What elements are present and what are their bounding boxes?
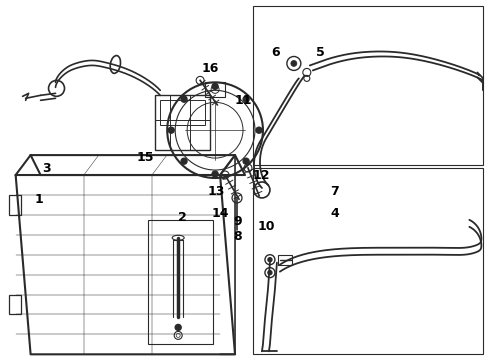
Bar <box>277 255 291 265</box>
Circle shape <box>168 127 174 133</box>
Bar <box>155 95 210 150</box>
Text: 1: 1 <box>34 193 43 206</box>
Circle shape <box>212 84 218 89</box>
Text: 8: 8 <box>233 230 242 243</box>
Circle shape <box>181 96 187 102</box>
Text: 14: 14 <box>211 207 228 220</box>
Circle shape <box>255 127 262 133</box>
Text: 6: 6 <box>271 46 280 59</box>
Circle shape <box>243 158 248 164</box>
Text: 15: 15 <box>136 150 154 163</box>
Text: 10: 10 <box>257 220 274 233</box>
Text: 7: 7 <box>330 185 338 198</box>
Circle shape <box>290 60 296 67</box>
Circle shape <box>212 171 218 177</box>
Circle shape <box>243 96 248 102</box>
Circle shape <box>267 271 271 275</box>
Bar <box>252 168 482 354</box>
Text: 13: 13 <box>207 185 224 198</box>
Circle shape <box>267 258 271 262</box>
Text: 9: 9 <box>233 215 242 228</box>
Text: 5: 5 <box>316 46 325 59</box>
Text: 16: 16 <box>201 62 218 75</box>
Bar <box>9 294 20 315</box>
Text: 11: 11 <box>234 94 251 107</box>
Text: 3: 3 <box>42 162 51 175</box>
Text: 4: 4 <box>330 207 338 220</box>
Bar <box>252 6 482 165</box>
Bar <box>9 195 20 215</box>
Circle shape <box>181 158 187 164</box>
Bar <box>148 220 213 345</box>
Bar <box>160 100 204 125</box>
Bar <box>204 82 224 97</box>
Text: 12: 12 <box>252 168 269 181</box>
Circle shape <box>175 324 181 330</box>
Text: 2: 2 <box>178 211 186 224</box>
